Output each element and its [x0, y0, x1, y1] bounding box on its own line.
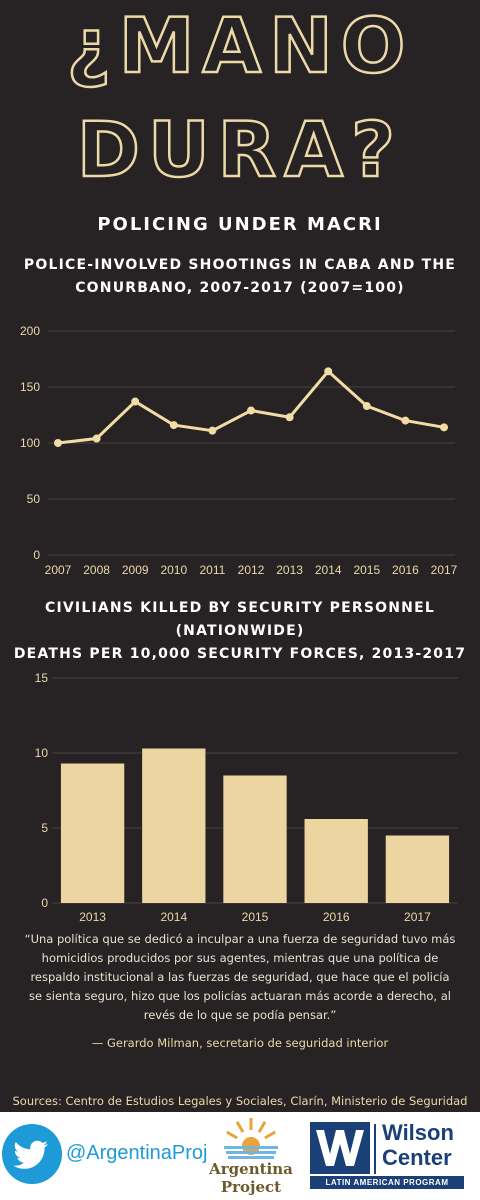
line-chart-x-tick: 2009 [122, 563, 149, 577]
line-chart-x-tick: 2008 [83, 563, 110, 577]
wilson-program-label: LATIN AMERICAN PROGRAM [310, 1176, 464, 1189]
line-chart-point [169, 421, 178, 430]
bar-chart-x-tick: 2015 [242, 910, 269, 924]
line-chart-x-tick: 2011 [199, 563, 225, 577]
line-chart-y-tick: 200 [20, 324, 40, 338]
line-chart-y-tick: 150 [20, 380, 40, 394]
line-chart-point [247, 406, 255, 415]
bar-chart-title-line1: CIVILIANS KILLED BY SECURITY PERSONNEL [45, 600, 435, 616]
line-chart-point [401, 416, 410, 425]
quote-attribution: — Gerardo Milman, secretario de segurida… [91, 1036, 389, 1050]
bar-chart-bar [304, 819, 368, 903]
line-chart-point [54, 439, 62, 447]
line-chart-x-tick: 2017 [431, 563, 458, 577]
bar-chart-bar [142, 748, 206, 903]
argentina-project-sun-logo [224, 1118, 278, 1159]
bar-chart: 0 5 10 15 2013 2014 2015 2016 2017 [35, 671, 458, 924]
wilson-line2: Center [382, 1145, 452, 1170]
line-chart-y-tick: 0 [33, 548, 40, 562]
twitter-handle-link[interactable]: @ArgentinaProj [66, 1142, 208, 1164]
bar-chart-title-line2: (NATIONWIDE) [175, 623, 305, 639]
line-chart-x-tick: 2015 [353, 563, 380, 577]
bar-chart-y-tick: 15 [35, 671, 49, 685]
bar-chart-x-tick: 2013 [79, 910, 106, 924]
bar-chart-y-tick: 5 [41, 821, 48, 835]
line-chart-point [131, 397, 140, 406]
line-chart-point [92, 434, 101, 443]
line-chart-point [362, 402, 371, 411]
bar-chart-x-tick: 2014 [160, 910, 187, 924]
bar-chart-title: CIVILIANS KILLED BY SECURITY PERSONNEL (… [10, 597, 470, 666]
footer: @ArgentinaProj Argentina Project Wilson … [0, 1112, 480, 1200]
sources-text: Sources: Centro de Estudios Legales y So… [12, 1094, 468, 1108]
line-chart-x-tick: 2012 [238, 563, 265, 577]
line-chart: 0 50 100 150 200 2007 2008 2009 2010 2011 2012 2013… [20, 324, 458, 577]
line-chart-point [440, 423, 448, 432]
line-chart-y-tick: 50 [27, 492, 41, 506]
line-chart-x-tick: 2014 [315, 563, 342, 577]
wilson-divider [374, 1124, 376, 1174]
quote-text: “Una política que se dedicó a inculpar a… [24, 932, 456, 1022]
line-chart-point [208, 426, 217, 435]
main-title-line2: DURA? [76, 105, 404, 194]
wilson-line1: Wilson [382, 1120, 454, 1145]
bar-chart-title-line3: DEATHS PER 10,000 SECURITY FORCES, 2013-… [13, 646, 467, 662]
wilson-center-name: Wilson Center [382, 1120, 454, 1170]
wilson-center-w-logo [310, 1122, 370, 1174]
bar-chart-x-tick: 2016 [323, 910, 350, 924]
bar-chart-bar [60, 763, 125, 903]
bar-chart-bar [385, 835, 450, 903]
line-chart-x-tick: 2016 [392, 563, 419, 577]
subtitle: POLICING UNDER MACRI [97, 214, 383, 235]
line-chart-title: POLICE-INVOLVED SHOOTINGS IN CABA AND TH… [23, 257, 457, 296]
line-chart-y-tick: 100 [20, 436, 40, 450]
bar-chart-bar [223, 775, 287, 903]
argentina-project-line2: Project [220, 1178, 282, 1196]
bar-chart-x-tick: 2017 [404, 910, 431, 924]
line-chart-point [285, 413, 294, 422]
bar-chart-y-tick: 10 [35, 746, 49, 760]
line-chart-x-tick: 2013 [276, 563, 303, 577]
main-title-line1: ¿MANO [65, 1, 414, 90]
bar-chart-y-tick: 0 [41, 896, 48, 910]
argentina-project-line1: Argentina [209, 1160, 293, 1178]
line-chart-x-tick: 2007 [45, 563, 72, 577]
twitter-bird-icon[interactable] [2, 1124, 62, 1184]
line-chart-x-tick: 2010 [160, 563, 187, 577]
line-chart-point [324, 367, 333, 376]
argentina-project-name: Argentina Project [196, 1160, 306, 1196]
